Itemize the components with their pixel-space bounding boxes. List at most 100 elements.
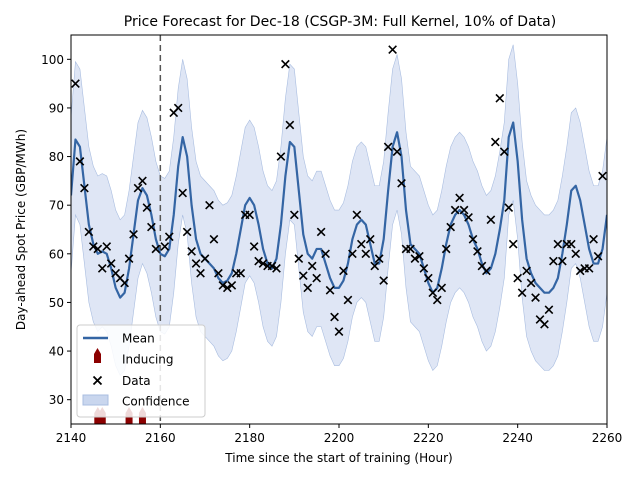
y-tick-label: 90 [49,101,64,115]
data-point [120,278,129,288]
data-point [526,278,536,288]
data-point [334,327,344,336]
x-tick-label: 2260 [592,431,623,445]
data-point [468,234,478,244]
data-point [348,249,357,259]
data-point [365,234,375,244]
data-point [584,264,594,273]
data-point [254,256,263,266]
data-point [499,147,509,157]
data-point [428,288,438,298]
data-point [124,254,134,264]
data-point [218,281,228,290]
data-point [473,247,482,256]
y-axis: 30 40 50 60 70 80 90 100 [41,53,71,407]
data-point [571,249,581,259]
legend-box [76,324,206,418]
data-point [75,157,85,166]
data-point [196,268,205,278]
data-point [178,188,188,198]
data-point [138,176,147,186]
data-point [553,239,563,249]
data-point [289,210,299,220]
data-point [370,261,380,271]
data-point [388,45,397,54]
mean-line [71,121,607,299]
data-point [598,171,607,181]
y-tick-label: 60 [49,247,64,261]
data-point [102,242,112,251]
data-point [459,205,469,215]
data-point [245,210,255,220]
data-point [214,268,223,278]
data-point [173,103,183,113]
data-point [249,242,259,251]
data-point [410,254,420,264]
data-point [540,319,549,329]
data-point [432,295,442,305]
data-point [133,183,143,193]
data-point [352,210,362,220]
legend-mean-label: Mean [122,332,155,346]
data-point [339,266,348,276]
data-point [482,266,491,276]
data-point [80,183,89,193]
plot-area [71,35,607,424]
legend-confidence-label: Confidence [122,395,189,409]
data-point [450,205,460,215]
x-tick-label: 2240 [502,431,533,445]
data-point [205,200,214,210]
data-point [267,261,277,271]
data-point [303,283,313,293]
data-point [589,234,598,244]
data-point [379,276,389,285]
data-point [374,254,384,264]
legend: Mean Inducing Data Confidence [76,324,206,418]
data-point [544,305,554,315]
y-tick-label: 40 [49,345,64,359]
data-point [549,256,558,266]
data-point [325,285,335,295]
data-point [316,227,326,237]
data-point [415,251,424,261]
data-point [508,239,518,249]
legend-inducing-label: Inducing [122,353,174,367]
data-point [446,222,456,232]
data-point [97,264,107,273]
y-tick-label: 70 [49,199,64,213]
data-point [147,222,156,232]
data-point [392,147,402,157]
y-tick-label: 80 [49,150,64,164]
data-point [222,283,232,293]
data-point [182,227,192,237]
data-point [129,229,138,239]
data-point [209,234,219,244]
data-point [312,273,322,283]
data-point [276,152,286,161]
data-point [236,268,246,278]
legend-inducing-swatch [94,348,101,363]
data-point [200,254,210,264]
data-point [285,120,295,130]
data-point [330,312,339,322]
data-point [575,266,585,276]
data-point [490,137,500,147]
legend-confidence-swatch [82,394,109,406]
data-point [272,264,281,273]
data-point [406,244,415,254]
data-point [298,271,308,281]
legend-data-swatch [92,375,103,386]
data-point [522,266,531,276]
data-point [455,193,464,203]
data-point [383,142,393,152]
data-point [464,212,473,222]
data-point [343,295,353,305]
data-point [486,215,496,225]
data-point [517,288,527,298]
data-point [307,261,317,271]
data-point [151,244,161,254]
data-point [294,254,304,264]
data-point [258,259,268,268]
data-point [106,259,116,268]
data-points [71,45,607,336]
